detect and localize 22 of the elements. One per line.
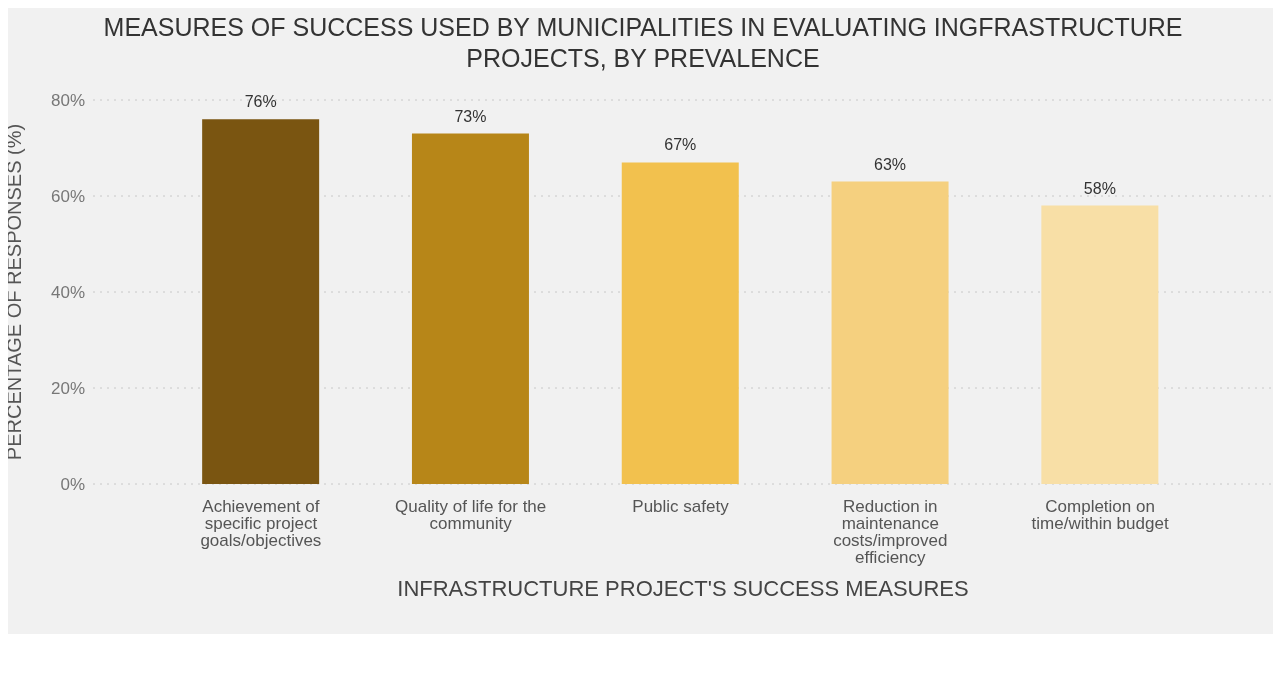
x-tick-label: Achievement of specific project goals/objectives [200, 497, 322, 551]
y-tick-label: 60% [50, 187, 85, 207]
bar [831, 181, 949, 484]
chart-title: MEASURES OF SUCCESS USED BY MUNICIPALITIES IN EVALUATING INGFRASTRUCTURE PROJECTS, BY PREVALENCE [102, 12, 1184, 74]
y-tick-label: 20% [50, 379, 85, 399]
bar [202, 119, 320, 484]
x-tick-label: Completion on time/within budget [1031, 497, 1169, 534]
bar [621, 162, 739, 484]
y-tick-label: 80% [50, 91, 85, 111]
x-tick-label: Public safety [632, 497, 730, 517]
bar [411, 133, 529, 484]
data-label: 67% [664, 136, 697, 154]
y-tick-label: 40% [50, 283, 85, 303]
x-axis-title: INFRASTRUCTURE PROJECT'S SUCCESS MEASURES [397, 576, 969, 601]
x-tick-label: Reduction in maintenance costs/improved efficiency [833, 497, 948, 568]
data-label: 63% [874, 155, 907, 173]
x-tick-label: Quality of life for the community [395, 497, 547, 534]
bar [1041, 205, 1159, 484]
data-label: 73% [454, 107, 487, 125]
y-tick-label: 0% [60, 475, 85, 495]
data-label: 58% [1083, 179, 1116, 197]
data-label: 76% [244, 93, 277, 111]
